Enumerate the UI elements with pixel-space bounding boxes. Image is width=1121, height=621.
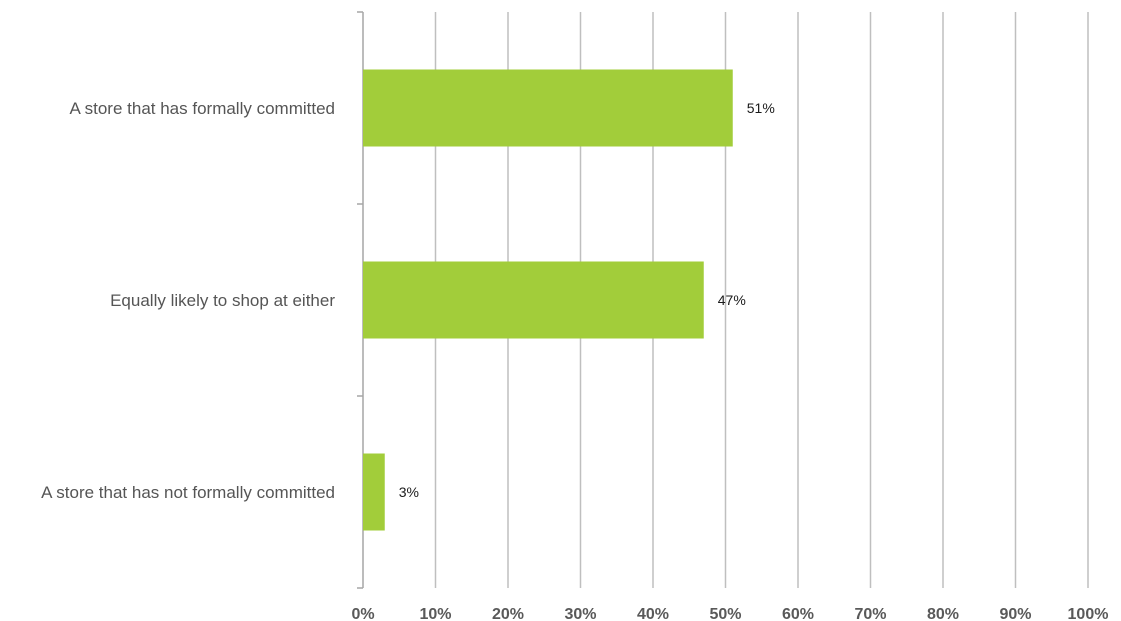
- x-tick-label-90: 90%: [999, 606, 1031, 621]
- y-axis: [357, 11, 364, 589]
- data-labels: 51% 47% 3%: [399, 100, 775, 500]
- x-tick-labels: 0% 10% 20% 30% 40% 50% 60% 70% 80% 90% 100%: [351, 606, 1108, 621]
- category-label-1: Equally likely to shop at either: [110, 291, 335, 310]
- bar-2: [363, 453, 385, 531]
- x-tick-label-70: 70%: [854, 606, 886, 621]
- bar-1: [363, 261, 704, 339]
- category-label-2: A store that has not formally committed: [41, 483, 335, 502]
- data-label-0: 51%: [747, 100, 775, 116]
- bars: [363, 69, 733, 531]
- category-labels: A store that has formally committed Equal…: [41, 99, 335, 502]
- x-tick-label-40: 40%: [637, 606, 669, 621]
- x-tick-label-100: 100%: [1068, 606, 1109, 621]
- x-tick-label-80: 80%: [927, 606, 959, 621]
- data-label-2: 3%: [399, 484, 419, 500]
- x-tick-label-10: 10%: [419, 606, 451, 621]
- x-tick-label-0: 0%: [351, 606, 374, 621]
- x-tick-label-20: 20%: [492, 606, 524, 621]
- category-label-0: A store that has formally committed: [70, 99, 336, 118]
- x-tick-label-50: 50%: [709, 606, 741, 621]
- bar-0: [363, 69, 733, 147]
- x-tick-label-60: 60%: [782, 606, 814, 621]
- data-label-1: 47%: [718, 292, 746, 308]
- x-tick-label-30: 30%: [564, 606, 596, 621]
